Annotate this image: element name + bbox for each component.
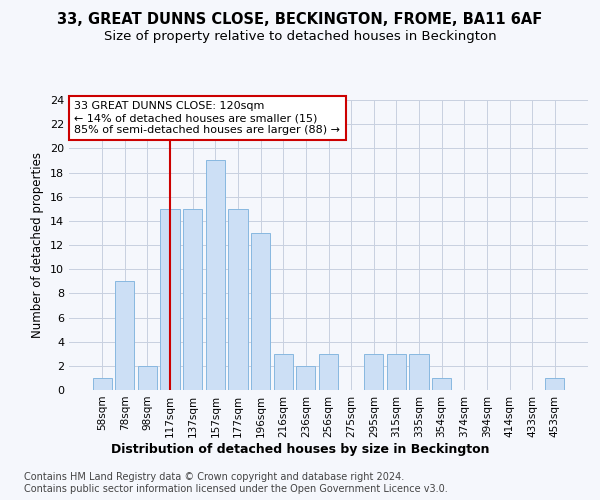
Bar	[274, 354, 293, 390]
Bar	[251, 233, 270, 390]
Bar	[92, 378, 112, 390]
Text: Contains public sector information licensed under the Open Government Licence v3: Contains public sector information licen…	[24, 484, 448, 494]
Bar	[545, 378, 565, 390]
Bar	[115, 281, 134, 390]
Bar	[183, 209, 202, 390]
Bar	[432, 378, 451, 390]
Text: Contains HM Land Registry data © Crown copyright and database right 2024.: Contains HM Land Registry data © Crown c…	[24, 472, 404, 482]
Text: Size of property relative to detached houses in Beckington: Size of property relative to detached ho…	[104, 30, 496, 43]
Bar	[160, 209, 180, 390]
Bar	[229, 209, 248, 390]
Text: 33 GREAT DUNNS CLOSE: 120sqm
← 14% of detached houses are smaller (15)
85% of se: 33 GREAT DUNNS CLOSE: 120sqm ← 14% of de…	[74, 102, 340, 134]
Text: 33, GREAT DUNNS CLOSE, BECKINGTON, FROME, BA11 6AF: 33, GREAT DUNNS CLOSE, BECKINGTON, FROME…	[58, 12, 542, 28]
Bar	[409, 354, 428, 390]
Text: Distribution of detached houses by size in Beckington: Distribution of detached houses by size …	[111, 442, 489, 456]
Bar	[364, 354, 383, 390]
Bar	[206, 160, 225, 390]
Y-axis label: Number of detached properties: Number of detached properties	[31, 152, 44, 338]
Bar	[138, 366, 157, 390]
Bar	[387, 354, 406, 390]
Bar	[296, 366, 316, 390]
Bar	[319, 354, 338, 390]
